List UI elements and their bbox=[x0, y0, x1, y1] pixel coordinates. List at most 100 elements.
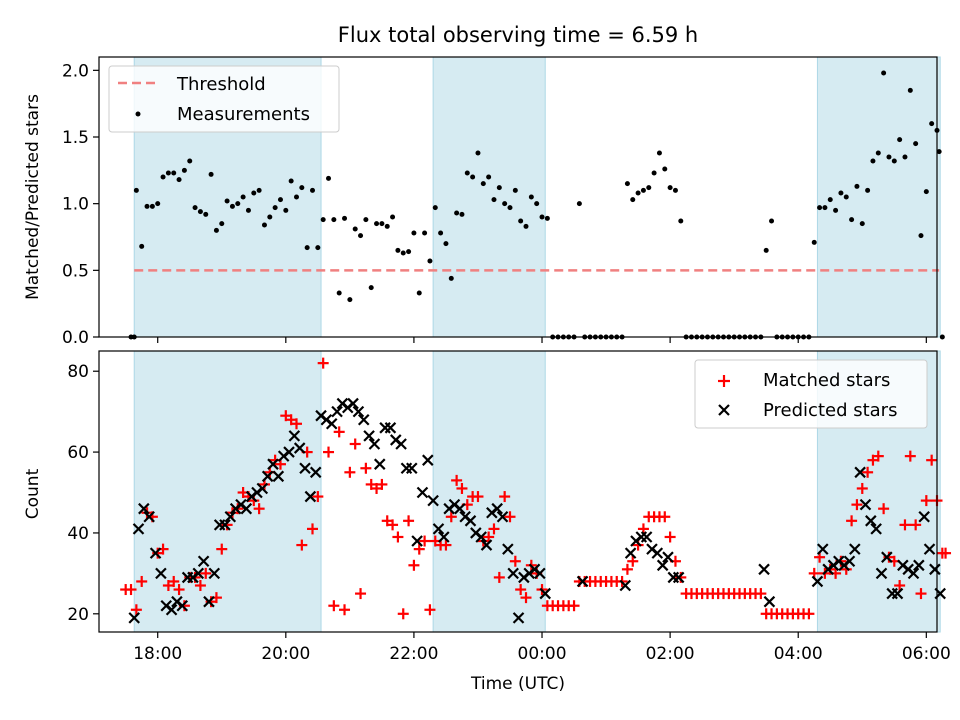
legend-measurements-swatch bbox=[135, 111, 141, 117]
measurement-point bbox=[886, 154, 892, 160]
measurement-point bbox=[870, 158, 876, 164]
predicted-star-point bbox=[662, 551, 674, 563]
y-tick-label: 1.5 bbox=[62, 128, 89, 148]
predicted-star-point bbox=[395, 438, 407, 450]
measurement-point bbox=[833, 207, 839, 213]
measurement-point bbox=[534, 201, 540, 207]
top-panel: 0.00.51.01.52.0 Matched/Predicted stars … bbox=[23, 56, 945, 348]
matched-star-point bbox=[862, 466, 874, 478]
measurement-point bbox=[326, 175, 332, 181]
predicted-star-point bbox=[384, 422, 397, 434]
predicted-star-point bbox=[165, 603, 178, 616]
predicted-star-point bbox=[283, 446, 295, 458]
matched-star-point bbox=[483, 531, 495, 543]
measurement-point bbox=[913, 141, 919, 147]
measurement-point bbox=[881, 70, 887, 76]
x-tick-label: 02:00 bbox=[646, 644, 695, 664]
matched-star-point bbox=[408, 559, 420, 571]
matched-star-point bbox=[130, 604, 142, 616]
matched-star-point bbox=[493, 571, 505, 583]
predicted-star-point bbox=[197, 555, 210, 568]
measurement-point bbox=[379, 221, 385, 227]
measurement-point bbox=[368, 285, 374, 291]
measurement-point bbox=[454, 210, 460, 216]
predicted-star-point bbox=[240, 502, 253, 515]
y-tick-label: 2.0 bbox=[62, 61, 89, 81]
matched-star-point bbox=[317, 357, 329, 369]
bottom-panel: 20 40 60 80 18:00 20:00 22:00 00:00 02:00 04:00 0… bbox=[23, 350, 952, 694]
predicted-star-point bbox=[432, 523, 445, 535]
observing-interval bbox=[432, 56, 546, 338]
matched-star-point bbox=[253, 503, 265, 515]
measurement-point bbox=[240, 194, 246, 200]
measurement-point bbox=[197, 209, 203, 215]
measurement-point bbox=[630, 197, 636, 203]
matched-star-point bbox=[216, 543, 228, 555]
measurement-point bbox=[288, 178, 294, 184]
predicted-star-point bbox=[918, 510, 930, 523]
legend-predicted-label: Predicted stars bbox=[763, 400, 897, 421]
measurement-point bbox=[224, 198, 230, 204]
measurement-point bbox=[144, 203, 150, 209]
y-tick-label: 0.0 bbox=[62, 328, 89, 348]
measurement-point bbox=[176, 177, 182, 183]
matched-star-point bbox=[200, 567, 212, 579]
matched-star-point bbox=[136, 575, 148, 587]
measurement-point bbox=[918, 233, 924, 239]
predicted-star-point bbox=[512, 612, 525, 624]
matched-star-point bbox=[344, 466, 356, 478]
predicted-star-point bbox=[502, 543, 514, 555]
predicted-star-point bbox=[816, 543, 829, 555]
measurement-point bbox=[432, 205, 438, 211]
measurement-point bbox=[576, 201, 582, 207]
measurement-point bbox=[443, 241, 449, 247]
observing-interval bbox=[133, 350, 322, 633]
measurement-point bbox=[811, 239, 817, 245]
predicted-star-point bbox=[422, 454, 434, 466]
matched-star-point bbox=[504, 511, 516, 523]
measurement-point bbox=[646, 185, 652, 191]
measurement-point bbox=[139, 243, 145, 249]
predicted-star-point bbox=[373, 458, 386, 470]
measurement-point bbox=[315, 245, 321, 251]
predicted-star-point bbox=[256, 482, 269, 495]
x-tick-label: 22:00 bbox=[389, 644, 438, 664]
predicted-star-point bbox=[865, 515, 877, 527]
predicted-star-point bbox=[624, 547, 637, 559]
matched-star-point bbox=[413, 543, 425, 555]
measurement-point bbox=[523, 223, 529, 229]
y-tick-label: 40 bbox=[67, 524, 89, 544]
matched-star-point bbox=[424, 604, 436, 616]
measurement-point bbox=[907, 87, 913, 93]
predicted-star-point bbox=[913, 559, 925, 572]
top-legend: Threshold Measurements bbox=[108, 65, 340, 133]
measurement-point bbox=[464, 170, 470, 176]
predicted-star-point bbox=[881, 551, 893, 563]
measurement-point bbox=[923, 189, 929, 195]
predicted-star-point bbox=[299, 462, 311, 475]
measurement-point bbox=[929, 121, 935, 127]
measurement-point bbox=[843, 194, 849, 200]
matched-star-point bbox=[440, 539, 452, 551]
measurement-point bbox=[936, 149, 942, 155]
predicted-star-point bbox=[352, 405, 365, 418]
predicted-star-point bbox=[304, 490, 317, 503]
legend-measurements-label: Measurements bbox=[177, 104, 310, 125]
predicted-star-point bbox=[656, 559, 669, 572]
measurement-point bbox=[640, 187, 646, 193]
measurement-point bbox=[395, 247, 401, 253]
predicted-star-point bbox=[261, 470, 274, 483]
top-y-axis-label: Matched/Predicted stars bbox=[23, 94, 43, 300]
predicted-star-point bbox=[363, 430, 375, 442]
measurement-point bbox=[384, 223, 390, 229]
predicted-star-point bbox=[480, 539, 493, 551]
matched-star-point bbox=[392, 531, 404, 543]
x-tick-label: 00:00 bbox=[518, 644, 567, 664]
matched-star-point bbox=[173, 584, 185, 596]
matched-star-point bbox=[920, 495, 932, 507]
measurement-point bbox=[496, 185, 502, 191]
predicted-star-point bbox=[496, 510, 509, 523]
predicted-star-point bbox=[464, 515, 477, 527]
matched-star-point bbox=[621, 563, 633, 575]
